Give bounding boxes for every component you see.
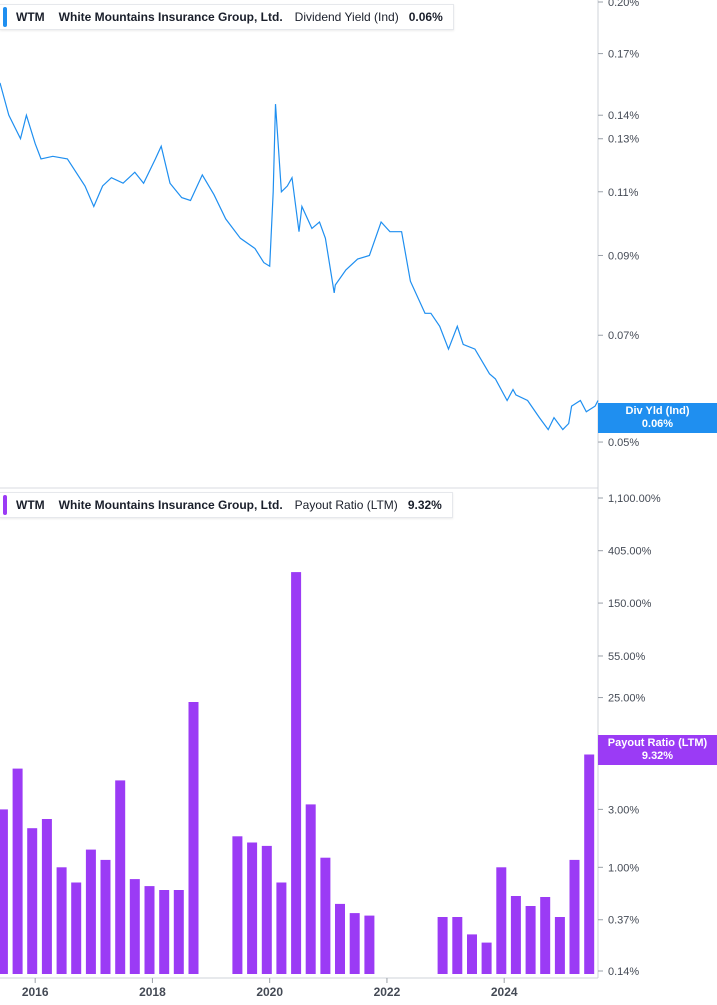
top-y-tick-label: 0.17% <box>608 49 639 61</box>
payout-bar <box>467 934 477 974</box>
payout-bar <box>452 917 463 974</box>
payout-bar <box>437 917 448 974</box>
payout-bar <box>27 828 38 974</box>
bottom-y-tick-label: 3.00% <box>608 804 639 816</box>
payout-bar <box>173 890 184 974</box>
x-tick-label: 2022 <box>374 985 401 999</box>
bottom-y-tick-label: 25.00% <box>608 693 646 705</box>
payout-bar <box>540 897 551 974</box>
payout-bar <box>12 768 23 974</box>
top-y-tick-label: 0.09% <box>608 250 639 262</box>
payout-bar <box>71 882 82 974</box>
payout-bar <box>349 913 360 974</box>
top-legend-metric: Dividend Yield (Ind) <box>294 10 399 24</box>
payout-bar <box>569 859 580 974</box>
x-tick-label: 2020 <box>256 985 283 999</box>
top-legend[interactable]: WTM White Mountains Insurance Group, Ltd… <box>0 4 454 30</box>
x-tick-label: 2018 <box>139 985 166 999</box>
top-y-tick-label: 0.11% <box>608 187 639 199</box>
bottom-y-tick-label: 150.00% <box>608 598 652 610</box>
bottom-y-axis: 1,100.00% 405.00% 150.00% 55.00% 25.00% 3.00%… <box>598 493 661 978</box>
payout-bar <box>554 917 565 974</box>
payout-bar <box>0 809 8 974</box>
payout-bar <box>144 886 155 974</box>
top-legend-ticker: WTM <box>16 10 45 24</box>
payout-flag-value: 9.32% <box>641 750 674 762</box>
payout-bar <box>100 859 111 974</box>
payout-bar <box>496 867 507 974</box>
top-legend-value: 0.06% <box>408 10 443 24</box>
payout-bar <box>159 890 170 974</box>
payout-bar <box>584 754 595 974</box>
top-y-tick-label: 0.07% <box>608 330 639 342</box>
bottom-legend-company: White Mountains Insurance Group, Ltd. <box>58 498 283 512</box>
top-y-axis: 0.20% 0.17% 0.14% 0.13% 0.11% 0.09% 0.07% 0.05% <box>598 0 639 449</box>
div-yield-value-flag: Div Yld (Ind) 0.06% <box>598 403 717 433</box>
payout-bar <box>305 804 316 974</box>
bottom-y-tick-label: 55.00% <box>608 651 646 663</box>
payout-bar <box>56 867 67 974</box>
dividend-yield-line <box>0 82 599 431</box>
payout-bar <box>291 572 302 974</box>
x-tick-label: 2016 <box>22 985 49 999</box>
top-legend-company: White Mountains Insurance Group, Ltd. <box>58 10 283 24</box>
payout-bar <box>525 906 536 974</box>
payout-bar <box>41 819 52 974</box>
x-tick-label: 2024 <box>491 985 518 999</box>
bottom-y-tick-label: 1.00% <box>608 862 639 874</box>
x-axis: 2016 2018 2020 2022 2024 <box>22 978 518 999</box>
div-yield-flag-label: Div Yld (Ind) <box>625 405 690 417</box>
payout-bar <box>481 942 492 974</box>
payout-bar <box>335 903 345 974</box>
payout-flag-label: Payout Ratio (LTM) <box>607 737 708 749</box>
yield-color-swatch <box>3 7 7 27</box>
payout-bar <box>115 780 126 974</box>
bottom-legend-ticker: WTM <box>16 498 45 512</box>
payout-ratio-bars <box>0 572 595 974</box>
payout-bar <box>188 702 199 974</box>
payout-bar <box>276 882 287 974</box>
bottom-legend-metric: Payout Ratio (LTM) <box>294 498 398 512</box>
bottom-y-tick-label: 405.00% <box>608 546 652 558</box>
payout-bar <box>320 857 331 974</box>
top-y-tick-label: 0.20% <box>608 0 639 9</box>
top-y-tick-label: 0.05% <box>608 437 639 449</box>
payout-bar <box>364 915 375 974</box>
payout-bar <box>232 836 243 974</box>
payout-bar <box>261 845 272 974</box>
top-y-tick-label: 0.14% <box>608 110 639 122</box>
bottom-legend[interactable]: WTM White Mountains Insurance Group, Ltd… <box>0 492 453 518</box>
payout-bar <box>129 879 140 974</box>
payout-bar <box>85 849 96 974</box>
bottom-y-tick-label: 1,100.00% <box>608 493 661 505</box>
div-yield-flag-value: 0.06% <box>641 418 674 430</box>
top-y-tick-label: 0.13% <box>608 134 639 146</box>
bottom-y-tick-label: 0.37% <box>608 915 639 927</box>
bottom-y-tick-label: 0.14% <box>608 966 639 978</box>
payout-ratio-value-flag: Payout Ratio (LTM) 9.32% <box>598 735 717 765</box>
bottom-legend-value: 9.32% <box>407 498 442 512</box>
payout-bar <box>247 842 258 974</box>
payout-color-swatch <box>3 495 7 515</box>
payout-bar <box>510 896 521 974</box>
